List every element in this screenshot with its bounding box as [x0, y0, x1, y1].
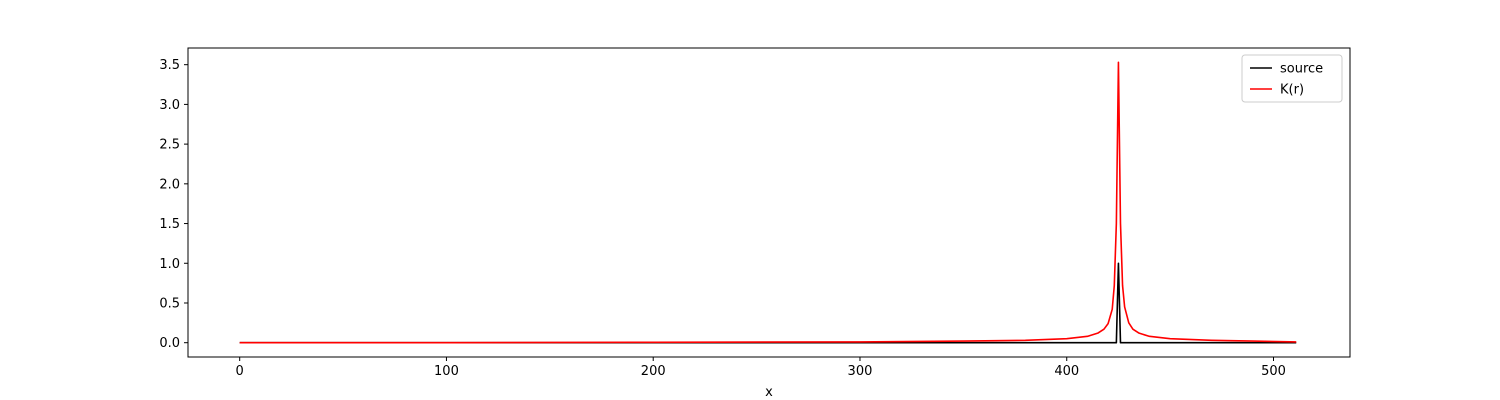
- plot-area: [188, 48, 1350, 357]
- y-tick-label: 2.0: [159, 177, 180, 192]
- x-axis-label: x: [765, 385, 773, 400]
- x-tick-label: 100: [434, 364, 459, 379]
- y-tick-label: 0.5: [159, 296, 180, 311]
- series-line-k-r: [239, 61, 1297, 344]
- y-tick-label: 0.0: [159, 336, 180, 351]
- y-tick-label: 1.5: [159, 217, 180, 232]
- legend-box: [1241, 54, 1343, 103]
- x-tick-label: 200: [641, 364, 666, 379]
- x-tick-label: 500: [1261, 364, 1286, 379]
- legend-entry: K(r): [1280, 83, 1304, 98]
- y-axis-ticks: 0.0 0.5 1.0 1.5 2.0 2.5 3.0 3.5: [159, 58, 188, 351]
- x-tick-label: 300: [848, 364, 873, 379]
- series-layer: [239, 61, 1297, 344]
- plot-frame: [187, 47, 1351, 358]
- y-tick-label: 3.5: [159, 58, 180, 73]
- x-tick-label: 0: [236, 364, 244, 379]
- y-tick-label: 2.5: [159, 138, 180, 153]
- legend-entry: source: [1280, 62, 1323, 77]
- legend: source K(r): [1241, 54, 1343, 103]
- y-tick-label: 1.0: [159, 257, 180, 272]
- y-tick-label: 3.0: [159, 98, 180, 113]
- x-axis-ticks: 0 100 200 300 400 500: [236, 357, 1286, 379]
- x-tick-label: 400: [1054, 364, 1079, 379]
